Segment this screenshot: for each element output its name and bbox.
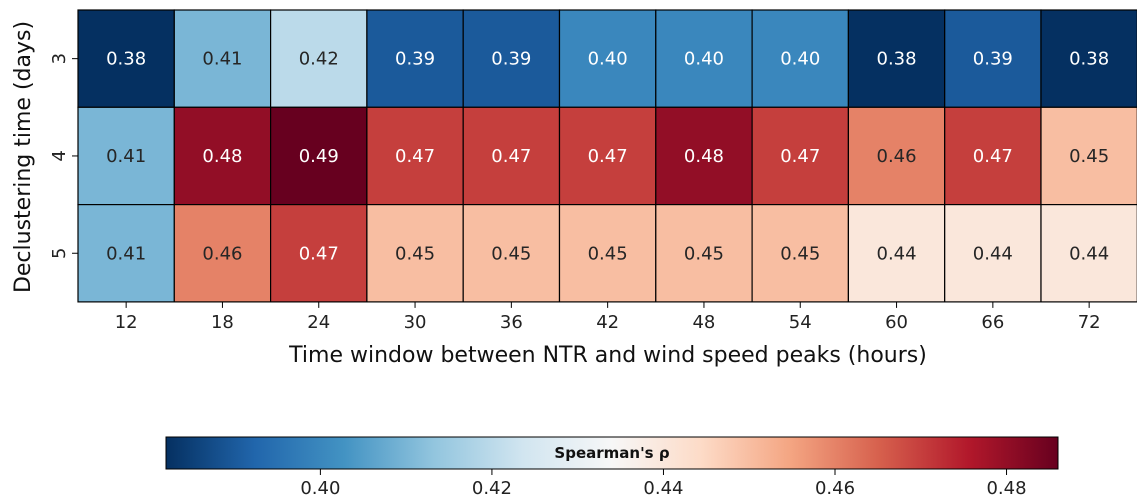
cell-value-label: 0.45: [395, 243, 435, 264]
cell-value-label: 0.45: [1069, 146, 1109, 167]
cell-value-label: 0.45: [684, 243, 724, 264]
heatmap-cell: [558, 9, 657, 108]
colorbar: Spearman's ρ 0.40 0.42 0.44 0.46 0.48: [165, 436, 1059, 499]
heatmap-cell: [270, 9, 368, 108]
cell-value-label: 0.39: [395, 49, 435, 70]
colorbar-tick-label: 0.48: [986, 478, 1026, 499]
cell-value-label: 0.47: [491, 146, 531, 167]
cell-value-label: 0.46: [877, 146, 917, 167]
x-tick-label: 42: [596, 312, 619, 333]
cell-value-label: 0.45: [780, 243, 820, 264]
x-tick-label: 12: [115, 312, 138, 333]
cell-value-label: 0.38: [877, 49, 917, 70]
heatmap-cell: [462, 9, 561, 108]
heatmap-cell: [366, 9, 464, 108]
x-tick-label: 30: [404, 312, 427, 333]
heatmap-cell: [77, 9, 175, 108]
cell-value-label: 0.47: [395, 146, 435, 167]
heatmap-cell: [655, 204, 753, 303]
cell-value-label: 0.42: [299, 49, 339, 70]
heatmap-cell: [462, 204, 561, 303]
cell-value-label: 0.44: [1069, 243, 1109, 264]
heatmap-cell: [558, 204, 657, 303]
y-tick-label: 3: [49, 53, 70, 64]
cell-value-label: 0.41: [202, 49, 242, 70]
heatmap-cell: [270, 204, 368, 303]
cell-value-label: 0.40: [684, 49, 724, 70]
colorbar-tick-label: 0.40: [300, 478, 340, 499]
heatmap-cell: [173, 106, 272, 206]
heatmap-cell: [1040, 9, 1137, 108]
heatmap-cells: 0.38 0.41 0.42 0.39 0.39 0.40 0.40 0.40 0.38 0.39…: [77, 9, 1137, 303]
cell-value-label: 0.38: [106, 49, 146, 70]
x-tick-label: 24: [307, 312, 330, 333]
x-tick-label: 18: [211, 312, 234, 333]
cell-value-label: 0.47: [299, 243, 339, 264]
cell-value-label: 0.47: [588, 146, 628, 167]
cell-value-label: 0.39: [973, 49, 1013, 70]
cell-value-label: 0.45: [491, 243, 531, 264]
x-tick-label: 48: [692, 312, 715, 333]
heatmap-cell: [558, 106, 657, 206]
colorbar-tick-label: 0.44: [643, 478, 683, 499]
heatmap-cell: [944, 106, 1042, 206]
x-tick-label: 66: [981, 312, 1004, 333]
heatmap-cell: [751, 9, 849, 108]
heatmap-cell: [751, 106, 849, 206]
cell-value-label: 0.49: [299, 146, 339, 167]
cell-value-label: 0.41: [106, 146, 146, 167]
cell-value-label: 0.47: [973, 146, 1013, 167]
cell-value-label: 0.48: [202, 146, 242, 167]
heatmap-cell: [847, 204, 946, 303]
cell-value-label: 0.47: [780, 146, 820, 167]
x-tick-label: 72: [1078, 312, 1101, 333]
x-tick-label: 54: [789, 312, 812, 333]
cell-value-label: 0.45: [588, 243, 628, 264]
heatmap-cell: [847, 106, 946, 206]
x-tick-label: 60: [885, 312, 908, 333]
cell-value-label: 0.44: [877, 243, 917, 264]
axis-ticks: 12 18 24 30 36 42 48 54 60 66 72 3 4 5: [49, 53, 1101, 333]
colorbar-tick-label: 0.42: [472, 478, 512, 499]
heatmap-cell: [1040, 106, 1137, 206]
y-tick-label: 4: [49, 150, 70, 161]
cell-value-label: 0.48: [684, 146, 724, 167]
colorbar-tick-label: 0.46: [815, 478, 855, 499]
y-axis-label: Declustering time (days): [11, 21, 36, 293]
cell-value-label: 0.38: [1069, 49, 1109, 70]
heatmap-cell: [173, 9, 272, 108]
colorbar-bar: [165, 436, 1059, 470]
colorbar-label: Spearman's ρ: [554, 444, 669, 462]
x-axis-label: Time window between NTR and wind speed p…: [288, 343, 927, 368]
y-tick-label: 5: [49, 248, 70, 259]
heatmap-cell: [944, 9, 1042, 108]
cell-value-label: 0.41: [106, 243, 146, 264]
heatmap-cell: [366, 106, 464, 206]
cell-value-label: 0.39: [491, 49, 531, 70]
cell-value-label: 0.46: [202, 243, 242, 264]
x-tick-label: 36: [500, 312, 523, 333]
cell-value-label: 0.44: [973, 243, 1013, 264]
heatmap-cell: [77, 204, 175, 303]
cell-value-label: 0.40: [588, 49, 628, 70]
cell-value-label: 0.40: [780, 49, 820, 70]
